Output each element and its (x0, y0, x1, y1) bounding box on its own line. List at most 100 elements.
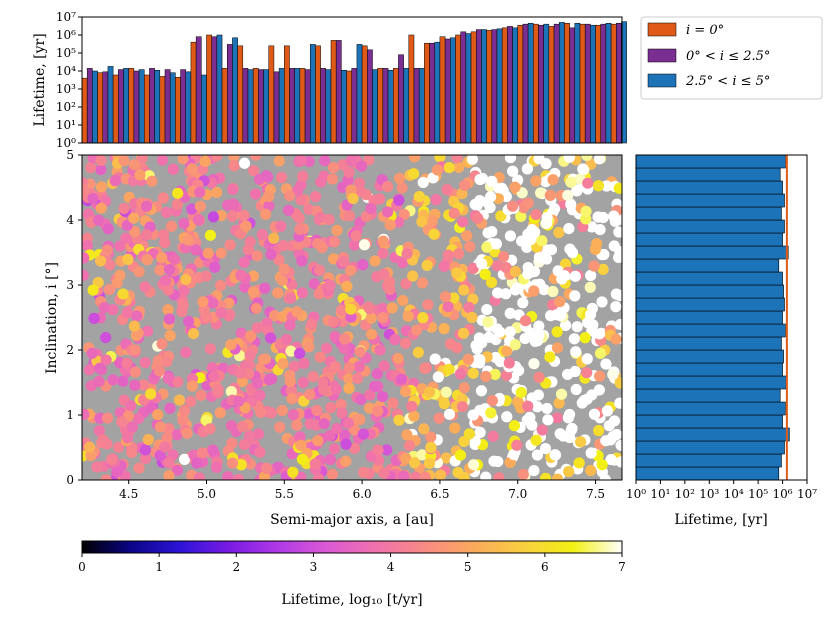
scatter-point (354, 346, 366, 358)
top-bar (86, 68, 93, 144)
scatter-point (251, 322, 263, 334)
scatter-point (350, 230, 362, 242)
scatter-point (190, 244, 202, 256)
top-bar (522, 23, 529, 144)
scatter-point (565, 176, 577, 188)
scatter-point (528, 464, 540, 477)
scatter-x-tick-label: 4.5 (119, 487, 138, 501)
scatter-point (530, 175, 542, 187)
top-bar (201, 74, 207, 144)
scatter-point (200, 270, 212, 282)
scatter-point (293, 347, 306, 360)
scatter-point (378, 467, 390, 479)
scatter-point (133, 266, 145, 278)
scatter-point (196, 447, 208, 459)
scatter-point (503, 357, 515, 369)
scatter-point (501, 345, 513, 357)
scatter-point (296, 453, 308, 465)
scatter-point (448, 292, 460, 304)
top-bar (211, 36, 218, 144)
scatter-y-tick-label: 3 (66, 278, 74, 292)
top-bar (149, 68, 155, 144)
top-bar (107, 66, 114, 144)
scatter-point (102, 223, 114, 235)
scatter-point (500, 369, 513, 381)
scatter-point (201, 312, 213, 324)
scatter-point (458, 382, 470, 394)
scatter-point (491, 260, 503, 272)
top-bar (237, 45, 244, 144)
scatter-point (489, 351, 502, 364)
scatter-point (224, 239, 236, 251)
scatter-point (342, 417, 354, 429)
scatter-point (429, 353, 441, 365)
scatter-point (318, 418, 330, 430)
legend-entry-i2-5-5: 2.5° < i ≤ 5° (685, 74, 770, 89)
top-bar (180, 69, 186, 144)
scatter-point (111, 466, 123, 478)
scatter-point (417, 176, 429, 189)
scatter-point (250, 302, 262, 315)
scatter-point (236, 375, 248, 388)
right-bar (635, 284, 784, 299)
scatter-point (272, 287, 284, 299)
scatter-point (82, 252, 90, 264)
colorbar-tick-label: 2 (232, 560, 240, 574)
scatter-point (475, 385, 488, 397)
scatter-point (278, 263, 290, 275)
scatter-point (293, 212, 305, 224)
scatter-point (348, 239, 361, 251)
top-bar (403, 68, 410, 144)
scatter-point (588, 260, 600, 272)
scatter-point (126, 421, 139, 433)
top-bar (112, 74, 119, 144)
top-bar (320, 68, 327, 144)
scatter-point (226, 210, 238, 222)
scatter-x-tick-label: 7.0 (508, 487, 527, 501)
scatter-point (134, 169, 146, 181)
scatter-point (162, 372, 174, 384)
scatter-point (331, 422, 343, 435)
scatter-x-tick-label: 7.5 (586, 487, 605, 501)
scatter-point (412, 346, 424, 359)
scatter-point (317, 376, 329, 389)
scatter-point (343, 210, 356, 222)
scatter-point (428, 228, 440, 240)
top-bar (164, 69, 171, 144)
scatter-point (403, 439, 416, 452)
scatter-point (145, 388, 157, 400)
scatter-point (493, 472, 505, 480)
scatter-point (466, 311, 478, 324)
scatter-point (336, 304, 348, 316)
scatter-point (295, 194, 307, 206)
scatter-point (481, 241, 493, 253)
scatter-point (269, 309, 281, 322)
scatter-point (211, 155, 223, 162)
top-bar (434, 41, 441, 144)
top-bar (284, 45, 290, 144)
scatter-point (238, 256, 250, 268)
scatter-point (95, 164, 107, 176)
scatter-point (177, 155, 189, 165)
scatter-point (607, 368, 619, 381)
scatter-point (343, 382, 355, 394)
scatter-point (562, 412, 574, 424)
scatter-point (526, 419, 538, 431)
scatter-point (345, 155, 357, 167)
top-bar (335, 40, 342, 144)
scatter-point (371, 368, 383, 380)
scatter-point (486, 394, 498, 407)
scatter-point (328, 443, 341, 455)
scatter-point (121, 306, 133, 319)
scatter-x-tick-label: 6.5 (430, 487, 449, 501)
scatter-point (400, 385, 412, 398)
scatter-point (609, 215, 621, 227)
scatter-point (419, 471, 431, 480)
right-bar (635, 167, 781, 182)
scatter-point (601, 405, 614, 417)
scatter-point (453, 248, 465, 260)
scatter-point (584, 281, 596, 293)
scatter-point (277, 311, 289, 323)
scatter-point (509, 181, 521, 193)
scatter-point (146, 175, 158, 187)
